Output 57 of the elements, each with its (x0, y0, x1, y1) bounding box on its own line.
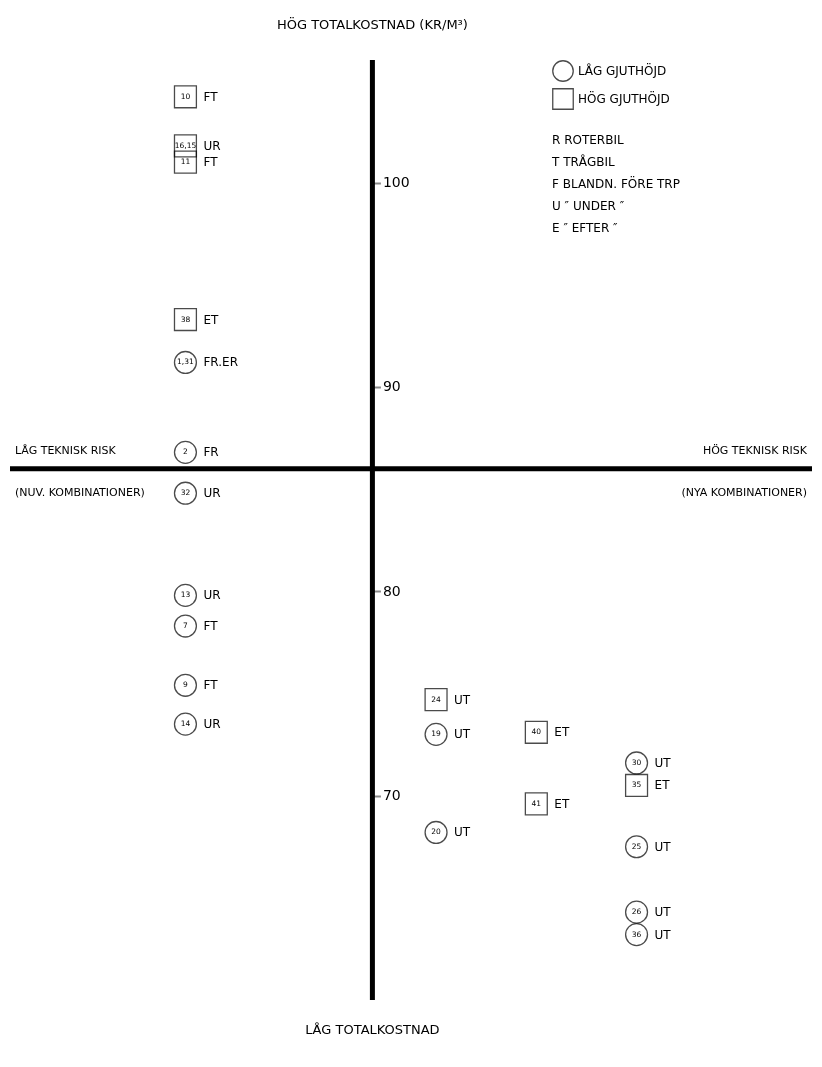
point (624, 835, 649, 859)
annotation: ET (554, 796, 570, 811)
annotation: FT (203, 89, 219, 104)
point (173, 673, 198, 697)
legend-label: HÖG GJUTHÖJD (578, 90, 670, 106)
point (624, 923, 649, 947)
point (173, 614, 198, 638)
annotation: UT (454, 825, 471, 840)
annotation: E ″ EFTER ″ (552, 221, 619, 235)
annotation: UR (203, 588, 221, 603)
y-tick-label: 70 (382, 787, 401, 804)
annotation: FR.ER (203, 355, 238, 370)
point (173, 150, 198, 174)
point (173, 85, 198, 109)
annotation: ET (203, 312, 220, 327)
annotation: UT (654, 755, 672, 770)
annotation: FR (203, 445, 219, 460)
point (524, 792, 548, 816)
annotation: ET (554, 725, 570, 740)
annotation: T TRÅGBIL (551, 154, 616, 169)
annotation: UT (654, 905, 672, 920)
annotation: R ROTERBIL (552, 133, 624, 147)
y-axis-title: HÖG TOTALKOSTNAD (KR/M³) (276, 16, 468, 32)
x-axis-title: HÖG TEKNISK RISK (702, 443, 808, 457)
point (624, 773, 649, 798)
annotation: FT (203, 678, 219, 693)
annotation: UR (203, 486, 221, 501)
annotation: (NYA KOMBINATIONER) (681, 485, 807, 499)
point (173, 712, 198, 736)
annotation: UT (454, 727, 471, 742)
annotation: (NUV. KOMBINATIONER) (15, 485, 145, 499)
point (173, 440, 198, 464)
legend-label: LÅG GJUTHÖJD (578, 62, 667, 78)
annotation: UR (203, 138, 221, 153)
point (424, 722, 448, 746)
point (624, 900, 649, 924)
annotation: FT (203, 619, 219, 634)
annotation: UR (203, 717, 221, 732)
point (424, 820, 448, 845)
annotation: UT (454, 692, 471, 707)
annotation: LÅG TEKNISK RISK (15, 443, 117, 457)
annotation: F BLANDN. FÖRE TRP (552, 175, 680, 191)
point (524, 720, 548, 744)
text: LÅG TOTALKOSTNAD (305, 1022, 440, 1037)
point (624, 751, 649, 775)
point (173, 583, 198, 607)
annotation: UT (654, 927, 672, 942)
y-tick-label: 80 (382, 582, 401, 599)
point (424, 688, 448, 712)
annotation: ET (654, 778, 671, 793)
point (173, 307, 198, 332)
y-tick-label: 90 (382, 378, 401, 395)
point (173, 481, 198, 505)
annotation: U ″ UNDER ″ (552, 199, 625, 213)
y-tick-label: 100 (382, 174, 410, 191)
annotation: FT (203, 155, 219, 170)
annotation: UT (654, 839, 672, 854)
